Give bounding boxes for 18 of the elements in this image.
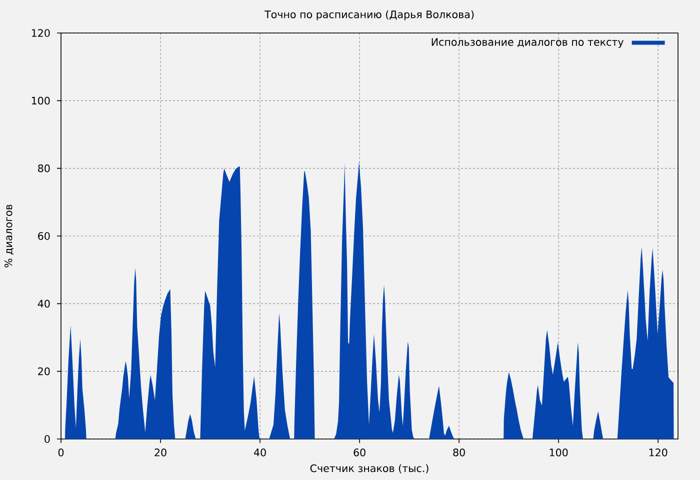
y-tick-label: 20	[38, 367, 50, 376]
y-tick-label: 40	[38, 300, 50, 308]
y-tick-label: 120	[32, 29, 50, 37]
x-tick-label: 0	[58, 448, 64, 456]
x-tick-label: 60	[354, 448, 366, 456]
x-tick-label: 20	[154, 448, 166, 456]
x-axis-title: Счетчик знаков (тыс.)	[310, 464, 428, 474]
y-axis-title: % диалогов	[4, 204, 14, 268]
chart-title: Точно по расписанию (Дарья Волкова)	[264, 10, 474, 20]
y-tick-label: 60	[38, 232, 50, 240]
y-tick-label: 100	[32, 96, 50, 105]
legend-label: Использование диалогов по тексту	[432, 38, 624, 48]
x-tick-label: 40	[254, 448, 266, 456]
y-tick-label: 80	[38, 164, 50, 172]
y-tick-label: 0	[44, 435, 50, 443]
x-tick-label: 80	[453, 448, 465, 456]
x-tick-label: 120	[649, 448, 668, 456]
x-tick-label: 100	[550, 448, 568, 456]
